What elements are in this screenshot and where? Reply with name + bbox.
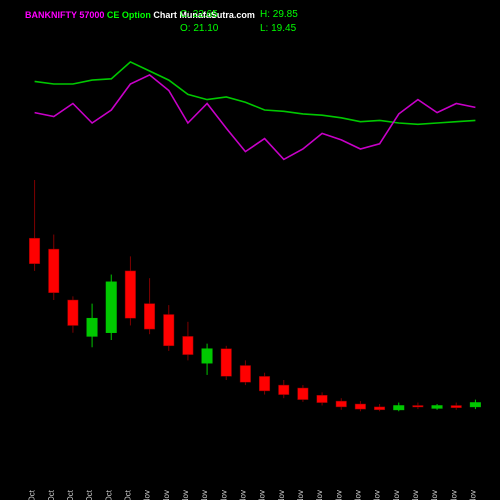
x-axis-label: 14 Nov xyxy=(277,490,286,500)
candle-body xyxy=(164,315,175,346)
candle-body xyxy=(106,282,117,333)
x-axis-label: 24 Nov xyxy=(392,490,401,500)
x-axis-label: 19 Nov xyxy=(353,490,362,500)
x-axis-label: 06 Nov xyxy=(181,490,190,500)
candle-body xyxy=(259,376,270,391)
candle-body xyxy=(413,406,424,408)
x-axis-label: 24 Oct xyxy=(66,489,75,500)
chart-svg: 21 Oct 22 Oct 24 Oct 28 Oct 29 Oct 30 Oct 04 N… xyxy=(0,0,500,500)
candle-body xyxy=(29,238,40,264)
candle-body xyxy=(68,300,79,326)
x-axis-label: 22 Oct xyxy=(47,489,56,500)
chart-root: BANKNIFTY 57000 CE Option Chart MunafaSu… xyxy=(0,0,500,500)
candle-body xyxy=(49,249,60,293)
candle-body xyxy=(451,406,462,408)
ohlc-readout: C: 22.65 H: 29.85 O: 21.10 L: 19.45 xyxy=(180,8,340,36)
x-axis-label: 04 Nov xyxy=(143,490,152,500)
x-axis-label: 21 Oct xyxy=(28,489,37,500)
candle-body xyxy=(221,349,232,377)
x-axis-label: 28 Oct xyxy=(85,489,94,500)
candle-body xyxy=(355,404,366,409)
candle-body xyxy=(144,304,155,330)
candle-body xyxy=(240,366,251,383)
x-axis-label: 18 Nov xyxy=(334,490,343,500)
candle-body xyxy=(202,349,213,364)
candle-body xyxy=(432,406,443,409)
x-axis-label: 26 Nov xyxy=(430,490,439,500)
ohlc-open: O: 21.10 xyxy=(180,22,260,36)
x-axis-label: 17 Nov xyxy=(315,490,324,500)
candle-body xyxy=(279,385,290,395)
x-axis-label: 21 Nov xyxy=(373,490,382,500)
x-axis-label: 12 Nov xyxy=(238,490,247,500)
x-axis-label: 05 Nov xyxy=(162,490,171,500)
ohlc-low: L: 19.45 xyxy=(260,22,340,36)
x-axis-label: 11 Nov xyxy=(219,490,228,500)
candle-body xyxy=(317,395,328,402)
candle-body xyxy=(125,271,136,318)
indicator-line xyxy=(35,62,476,124)
indicator-line xyxy=(35,75,476,159)
x-axis-label: 28 Nov xyxy=(468,490,477,500)
x-axis-label: 30 Oct xyxy=(123,489,132,500)
x-axis-label: 29 Oct xyxy=(104,489,113,500)
x-axis-label: 07 Nov xyxy=(200,490,209,500)
candle-body xyxy=(183,336,194,354)
candle-body xyxy=(374,407,385,410)
candle-body xyxy=(87,318,98,336)
candle-body xyxy=(470,403,481,407)
ohlc-close: C: 22.65 xyxy=(180,8,260,22)
candle-body xyxy=(298,388,309,400)
x-axis-label: 27 Nov xyxy=(449,490,458,500)
x-axis-label: 15 Nov xyxy=(296,490,305,500)
candle-body xyxy=(394,406,405,410)
x-axis-label: 25 Nov xyxy=(411,490,420,500)
candle-body xyxy=(336,401,347,407)
ohlc-high: H: 29.85 xyxy=(260,8,340,22)
x-axis-label: 13 Nov xyxy=(258,490,267,500)
